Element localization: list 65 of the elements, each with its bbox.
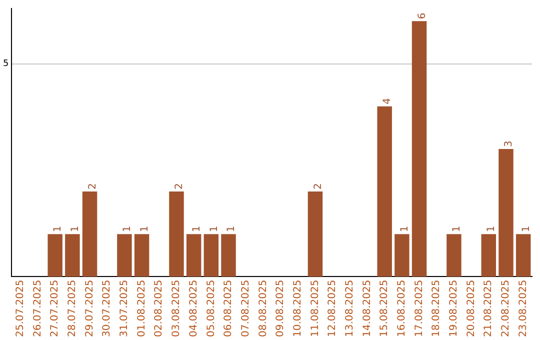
y-tick-label: 5: [2, 59, 9, 70]
x-tick-label: 19.08.2025: [448, 280, 460, 338]
data-label: 1: [139, 226, 150, 232]
data-label: 2: [312, 183, 324, 190]
x-tick-label: 10.08.2025: [292, 280, 304, 338]
bar: [394, 234, 410, 277]
data-label: 6: [416, 12, 428, 20]
x-tick-label: 23.08.2025: [518, 280, 529, 338]
bar: [498, 148, 514, 277]
x-tick-label: 27.07.2025: [50, 280, 61, 338]
bar: [308, 192, 323, 277]
x-tick-label: 29.07.2025: [84, 280, 96, 338]
x-tick-label: 03.08.2025: [171, 280, 182, 338]
bar: [65, 234, 80, 277]
x-tick-label: 16.08.2025: [396, 280, 408, 338]
x-tick-label: 01.08.2025: [136, 280, 148, 338]
x-tick-label: 26.07.2025: [32, 280, 44, 338]
data-label: 2: [87, 183, 98, 190]
bar: [204, 234, 219, 277]
x-tick-label: 22.08.2025: [500, 280, 512, 338]
bar: [446, 234, 462, 277]
bar: [221, 234, 236, 277]
x-tick-label: 31.07.2025: [119, 280, 130, 338]
data-label: 3: [504, 140, 515, 147]
x-tick-label: 04.08.2025: [188, 280, 200, 338]
x-tick-label: 15.08.2025: [379, 280, 390, 338]
bar: [186, 234, 202, 277]
bar: [117, 234, 132, 277]
x-tick-label: 05.08.2025: [206, 280, 217, 338]
data-label: 1: [520, 226, 532, 232]
data-label: 1: [400, 226, 411, 232]
x-tick-label: 18.08.2025: [431, 280, 442, 338]
bar: [481, 234, 496, 277]
data-label: 1: [191, 226, 202, 232]
data-label: 2: [174, 183, 186, 190]
bar: [134, 234, 150, 277]
data-label: 1: [70, 226, 82, 232]
data-label: 1: [52, 226, 64, 232]
data-label: 4: [382, 98, 394, 104]
data-label: 1: [122, 226, 134, 232]
x-tick-label: 25.07.2025: [14, 280, 26, 338]
data-label: 1: [486, 226, 498, 232]
x-tick-label: 30.07.2025: [102, 280, 113, 338]
x-tick-label: 07.08.2025: [240, 280, 252, 338]
x-tick-label: 17.08.2025: [414, 280, 425, 338]
x-tick-label: 11.08.2025: [310, 280, 321, 338]
bar: [516, 234, 531, 277]
bar: [377, 106, 392, 277]
data-label: 1: [208, 226, 220, 232]
x-tick-label: 14.08.2025: [362, 280, 373, 338]
x-tick-label: 12.08.2025: [327, 280, 338, 338]
x-tick-label: 02.08.2025: [154, 280, 165, 338]
data-label: 1: [452, 226, 463, 232]
x-tick-label: 28.07.2025: [67, 280, 78, 338]
x-tick-label: 20.08.2025: [466, 280, 477, 338]
x-tick-label: 09.08.2025: [275, 280, 286, 338]
x-tick-label: 06.08.2025: [223, 280, 234, 338]
bar: [82, 192, 98, 277]
data-label: 1: [226, 226, 238, 232]
x-tick-label: 21.08.2025: [483, 280, 494, 338]
bar: [48, 234, 62, 277]
x-tick-label: 13.08.2025: [344, 280, 356, 338]
bar: [412, 21, 427, 277]
x-tick-label: 08.08.2025: [258, 280, 269, 338]
bar: [169, 192, 184, 277]
